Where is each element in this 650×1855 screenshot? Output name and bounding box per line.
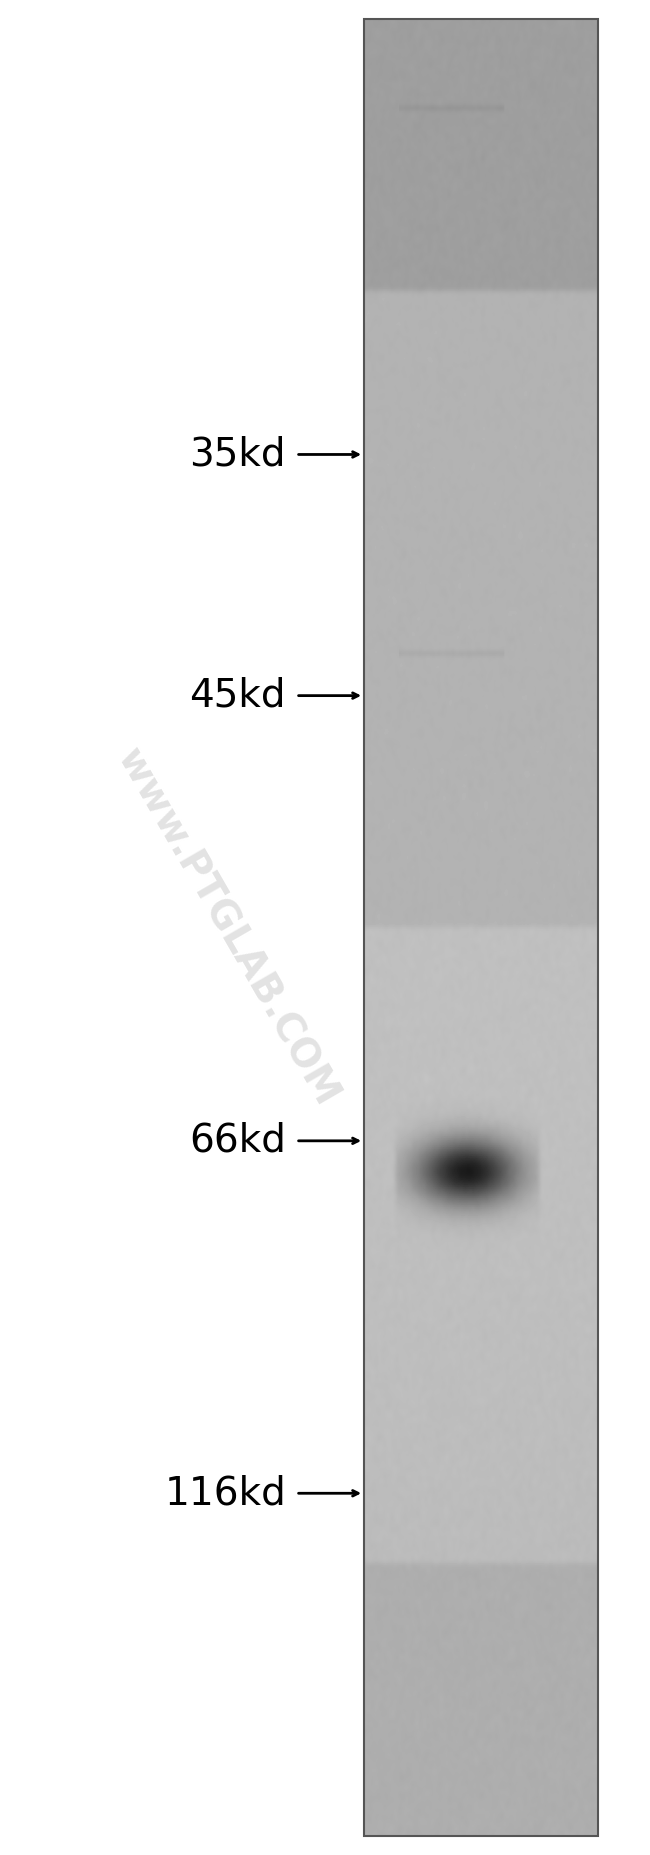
Text: 66kd: 66kd: [189, 1122, 286, 1159]
Text: 35kd: 35kd: [190, 436, 286, 473]
Text: 45kd: 45kd: [190, 677, 286, 714]
Text: 116kd: 116kd: [164, 1475, 286, 1512]
Text: www.PTGLAB.COM: www.PTGLAB.COM: [109, 742, 346, 1113]
Bar: [364, 19, 598, 1836]
